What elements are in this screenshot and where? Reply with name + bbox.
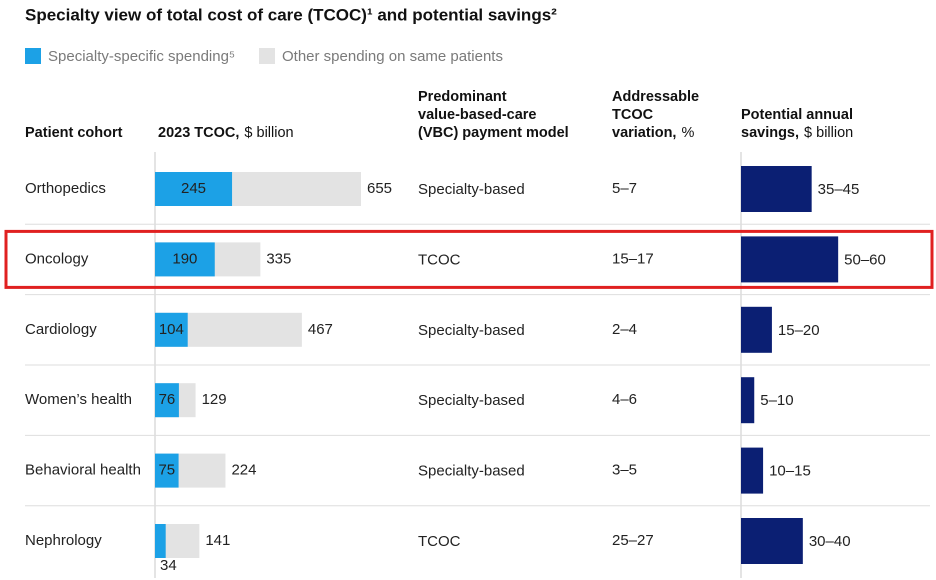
column-header: 2023 TCOC, $ billion xyxy=(158,125,294,141)
chart-title: Specialty view of total cost of care (TC… xyxy=(25,5,557,24)
legend-label: Specialty-specific spending⁵ xyxy=(48,48,235,65)
total-spend-label: 224 xyxy=(231,462,256,479)
header-span: Patient cohort xyxy=(25,125,123,141)
savings-label: 15–20 xyxy=(778,322,820,339)
header-span: Potential annual xyxy=(741,107,853,123)
total-spend-label: 141 xyxy=(205,532,230,549)
header-span: savings, xyxy=(741,125,799,141)
payment-model: Specialty-based xyxy=(418,181,525,198)
header-span: $ billion xyxy=(804,125,853,141)
payment-model: Specialty-based xyxy=(418,463,525,480)
specialty-spend-label: 76 xyxy=(159,391,176,408)
column-header: Potential annual xyxy=(741,107,853,123)
total-spend-label: 129 xyxy=(202,391,227,408)
specialty-spend-bar xyxy=(155,383,179,418)
header-span: (VBC) payment model xyxy=(418,125,569,141)
variation: 2–4 xyxy=(612,321,637,338)
cohort-label: Cardiology xyxy=(25,321,97,338)
header-span: 2023 TCOC, xyxy=(158,125,239,141)
payment-model: TCOC xyxy=(418,251,461,268)
cohort-label: Oncology xyxy=(25,250,89,267)
cohort-label: Nephrology xyxy=(25,532,102,549)
legend-swatch xyxy=(259,48,275,64)
savings-label: 10–15 xyxy=(769,463,811,480)
specialty-spend-bar xyxy=(155,524,166,558)
header-span: TCOC xyxy=(612,107,654,123)
specialty-spend-label: 190 xyxy=(172,250,197,267)
header-span: Addressable xyxy=(612,89,699,105)
highlight-box xyxy=(4,229,934,289)
payment-model: Specialty-based xyxy=(418,322,525,339)
legend-label: Other spending on same patients xyxy=(282,48,503,65)
header-span: % xyxy=(681,125,694,141)
specialty-spend-bar xyxy=(155,453,179,488)
column-header: Predominant xyxy=(418,89,507,105)
savings-bar xyxy=(741,306,772,353)
variation: 25–27 xyxy=(612,532,654,549)
column-header: savings, $ billion xyxy=(741,125,853,141)
variation: 15–17 xyxy=(612,250,654,267)
header-span: variation, xyxy=(612,125,676,141)
column-header: Addressable xyxy=(612,89,699,105)
column-header: variation,% xyxy=(612,125,694,141)
specialty-spend-label: 34 xyxy=(160,557,177,574)
savings-label: 5–10 xyxy=(760,392,793,409)
total-spend-label: 335 xyxy=(266,250,291,267)
specialty-spend-label: 104 xyxy=(159,321,184,338)
header-span: $ billion xyxy=(244,125,293,141)
savings-label: 35–45 xyxy=(818,181,860,198)
specialty-spend-bar xyxy=(155,312,188,347)
column-header: (VBC) payment model xyxy=(418,125,569,141)
cohort-label: Orthopedics xyxy=(25,180,106,197)
savings-label: 50–60 xyxy=(844,251,886,268)
savings-label: 30–40 xyxy=(809,533,851,550)
savings-bar xyxy=(741,377,755,424)
payment-model: Specialty-based xyxy=(418,392,525,409)
column-header: TCOC xyxy=(612,107,654,123)
specialty-spend-bar xyxy=(155,242,215,277)
cohort-label: Women’s health xyxy=(25,391,132,408)
column-header: Patient cohort xyxy=(25,125,123,141)
header-span: value-based-care xyxy=(418,107,536,123)
total-spend-label: 655 xyxy=(367,180,392,197)
savings-bar xyxy=(741,166,812,212)
column-header: value-based-care xyxy=(418,107,536,123)
variation: 4–6 xyxy=(612,391,637,408)
savings-bar xyxy=(741,518,803,564)
variation: 3–5 xyxy=(612,462,637,479)
total-spend-label: 467 xyxy=(308,321,333,338)
variation: 5–7 xyxy=(612,180,637,197)
header-span: Predominant xyxy=(418,89,507,105)
savings-bar xyxy=(741,236,839,283)
payment-model: TCOC xyxy=(418,533,461,550)
savings-bar xyxy=(741,447,764,494)
specialty-spend-label: 245 xyxy=(181,180,206,197)
specialty-spend-label: 75 xyxy=(158,462,175,479)
cohort-label: Behavioral health xyxy=(25,462,141,479)
specialty-spend-bar xyxy=(155,172,233,206)
legend-swatch xyxy=(25,48,41,64)
